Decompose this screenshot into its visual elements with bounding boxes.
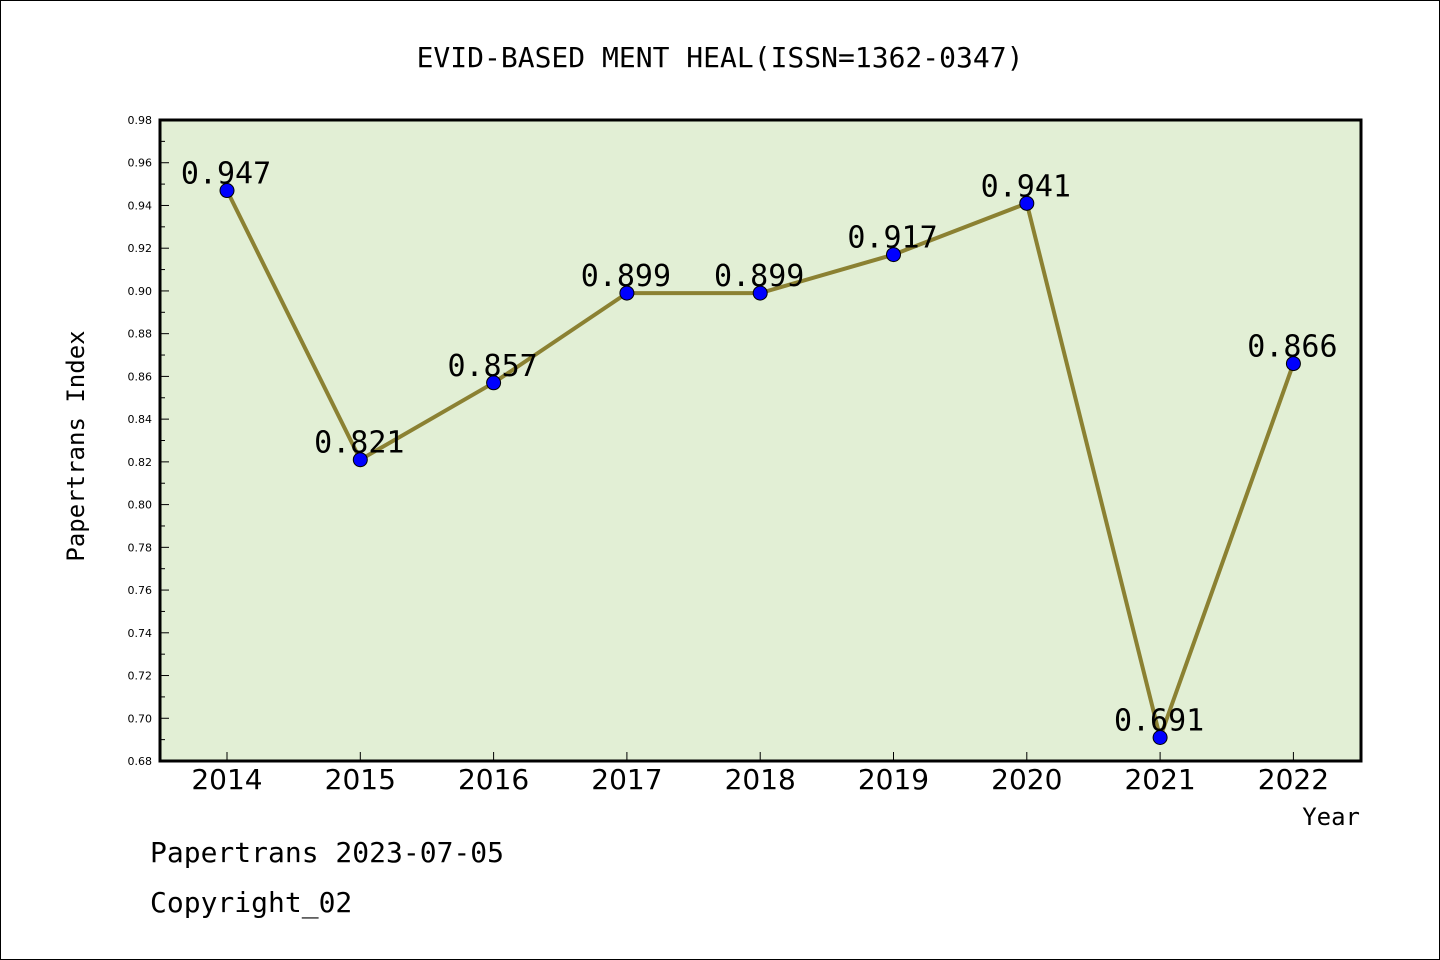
data-point: [1152, 729, 1168, 745]
data-point: [619, 285, 635, 301]
data-label: 0.857: [447, 349, 537, 384]
footer-copyright: Copyright_02: [150, 886, 353, 919]
data-label: 0.941: [981, 169, 1071, 204]
data-point: [1285, 356, 1301, 372]
data-point: [486, 375, 502, 391]
y-tick-label: 0.88: [128, 328, 153, 341]
x-tick-label: 2016: [458, 763, 529, 796]
footer-date: Papertrans 2023-07-05: [150, 836, 505, 869]
y-tick-label: 0.82: [128, 456, 153, 469]
x-tick-label: 2019: [858, 763, 929, 796]
chart-title: EVID-BASED MENT HEAL(ISSN=1362-0347): [417, 41, 1024, 74]
x-tick-label: 2017: [591, 763, 662, 796]
y-tick-label: 0.94: [128, 199, 153, 212]
x-tick-label: 2020: [991, 763, 1062, 796]
y-tick-label: 0.96: [128, 157, 153, 170]
data-label: 0.821: [314, 426, 404, 461]
y-tick-label: 0.76: [128, 584, 153, 597]
plot-area: [158, 118, 1363, 763]
y-tick-label: 0.72: [128, 670, 153, 683]
data-label: 0.947: [181, 157, 271, 192]
data-labels: 0.947 0.821 0.857 0.899 0.899 0.917 0.941 0.691…: [181, 157, 1338, 739]
data-point: [219, 183, 235, 199]
y-tick-label: 0.74: [128, 627, 153, 640]
data-label: 0.899: [581, 259, 671, 294]
data-point: [352, 452, 368, 468]
x-tick-label: 2022: [1258, 763, 1329, 796]
data-label: 0.691: [1114, 703, 1204, 738]
x-axis-label: Year: [1302, 803, 1360, 831]
x-tick-label: 2021: [1124, 763, 1195, 796]
x-axis: 2014 2015 2016 2017 2018 2019 2020 2021 2022: [191, 752, 1329, 796]
x-tick-label: 2015: [325, 763, 396, 796]
data-label: 0.866: [1247, 330, 1337, 365]
data-label: 0.917: [847, 221, 937, 256]
x-tick-label: 2018: [725, 763, 796, 796]
x-tick-label: 2014: [191, 763, 262, 796]
y-tick-label: 0.90: [128, 285, 153, 298]
y-tick-label: 0.86: [128, 370, 153, 383]
y-tick-label: 0.78: [128, 541, 153, 554]
y-tick-label: 0.68: [128, 755, 153, 768]
data-label: 0.899: [714, 259, 804, 294]
y-tick-label: 0.98: [128, 114, 153, 127]
data-point: [752, 285, 768, 301]
data-point: [1019, 195, 1035, 211]
y-tick-label: 0.84: [128, 413, 153, 426]
y-tick-label: 0.70: [128, 712, 153, 725]
y-axis: 0.68 0.70 0.72 0.74 0.76 0.78 0.80 0.82 0.84 0.86…: [128, 114, 169, 768]
series-markers: [219, 183, 1301, 745]
y-tick-label: 0.92: [128, 242, 153, 255]
y-axis-label: Papertrans Index: [62, 330, 90, 561]
y-tick-label: 0.80: [128, 499, 153, 512]
data-point: [886, 247, 901, 263]
